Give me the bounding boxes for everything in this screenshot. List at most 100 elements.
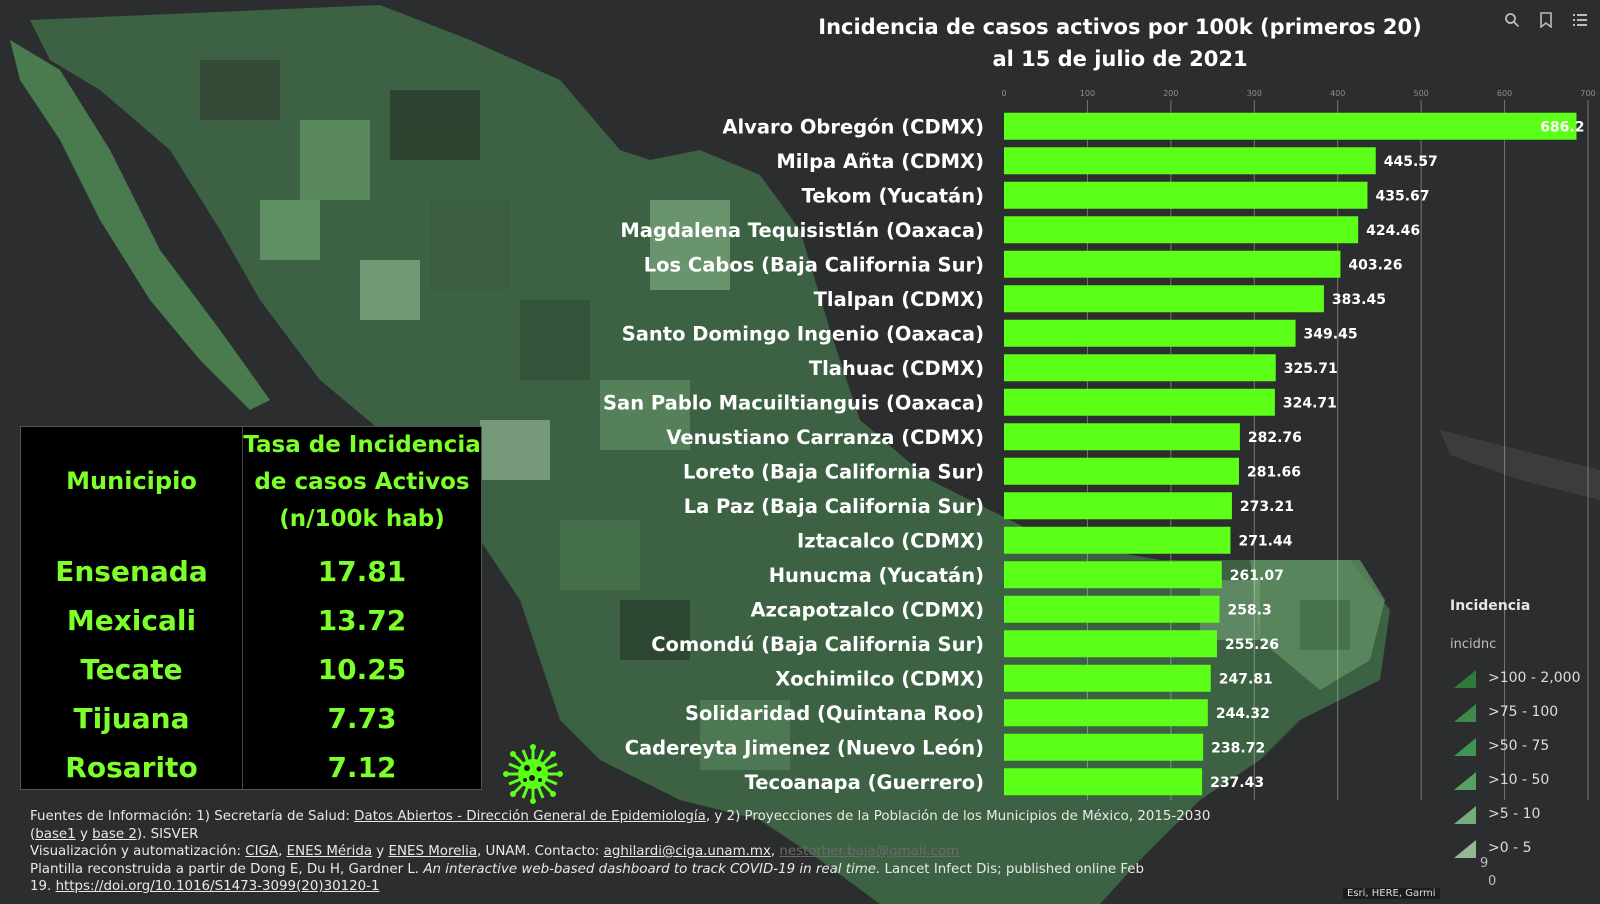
footer-text: Visualización y automatización:	[30, 844, 246, 859]
footer-line-bases: (base1 y base 2). SISVER	[30, 826, 1260, 844]
legend-field: incidnc	[1450, 637, 1497, 652]
category-label: Xochimilco (CDMX)	[775, 667, 984, 690]
footer-text: y	[372, 844, 389, 859]
bar[interactable]	[1004, 492, 1232, 520]
map-cuba	[1440, 430, 1600, 500]
footer-credits: Fuentes de Información: 1) Secretaría de…	[30, 808, 1260, 896]
bar[interactable]	[1004, 526, 1231, 554]
row-municipio: Rosarito	[65, 751, 198, 784]
footer-text: Fuentes de Información: 1) Secretaría de…	[30, 809, 355, 824]
map-attribution[interactable]: Esri, HERE, Garmi	[1343, 888, 1440, 899]
bar[interactable]	[1004, 561, 1222, 589]
bar[interactable]	[1004, 595, 1220, 623]
bar[interactable]	[1004, 423, 1240, 451]
category-label: Iztacalco (CDMX)	[797, 529, 984, 552]
value-label: 258.3	[1227, 602, 1271, 618]
row-tasa: 10.25	[317, 653, 407, 686]
link-base1[interactable]: base1	[35, 826, 76, 842]
legend-label: >10 - 50	[1488, 772, 1550, 788]
legend-item: >0 - 5	[1454, 838, 1600, 862]
category-label: Magdalena Tequisistlán (Oaxaca)	[620, 219, 984, 242]
bar[interactable]	[1004, 250, 1341, 278]
bar[interactable]	[1004, 354, 1276, 382]
legend-swatch-icon	[1454, 738, 1476, 756]
bar[interactable]	[1004, 664, 1211, 692]
bar[interactable]	[1004, 630, 1217, 658]
bar[interactable]	[1004, 768, 1203, 796]
footer-text: , UNAM. Contacto:	[477, 844, 604, 859]
category-label: Tecoanapa (Guerrero)	[745, 771, 984, 794]
bar[interactable]	[1004, 181, 1368, 209]
legend-label: >75 - 100	[1488, 704, 1559, 720]
legend-label: >100 - 2,000	[1488, 670, 1581, 686]
value-label: 237.43	[1210, 775, 1264, 791]
row-municipio: Tecate	[80, 653, 183, 686]
legend-swatch-icon	[1454, 806, 1476, 824]
list-button[interactable]	[1568, 8, 1592, 32]
link-enes-merida[interactable]: ENES Mérida	[286, 844, 373, 859]
legend-swatch-icon	[1454, 772, 1476, 790]
category-label: La Paz (Baja California Sur)	[684, 495, 984, 518]
link-base2[interactable]: base 2	[92, 826, 137, 842]
category-label: Tlalpan (CDMX)	[814, 288, 984, 311]
header-tasa-line2: de casos Activos	[254, 469, 470, 495]
map-legend: Incidencia incidnc >100 - 2,000 >75 - 10…	[1450, 592, 1600, 904]
value-label: 435.67	[1375, 188, 1429, 204]
value-label: 324.71	[1283, 395, 1337, 411]
x-tick-label: 100	[1080, 89, 1095, 98]
category-label: Milpa Añta (CDMX)	[776, 150, 984, 173]
category-label: Azcapotzalco (CDMX)	[750, 598, 984, 621]
row-municipio: Mexicali	[66, 604, 197, 637]
footer-line-doi: 19. https://doi.org/10.1016/S1473-3099(2…	[30, 878, 1260, 896]
chart-title: Incidencia de casos activos por 100k (pr…	[818, 15, 1421, 39]
category-label: Comondú (Baja California Sur)	[651, 633, 984, 656]
link-datos-abiertos[interactable]: Datos Abiertos - Dirección General de Ep…	[354, 809, 706, 824]
legend-item: >5 - 10	[1454, 804, 1600, 828]
category-label: Tekom (Yucatán)	[802, 184, 984, 207]
row-municipio: Tijuana	[73, 702, 190, 735]
bar[interactable]	[1004, 388, 1275, 416]
value-label: 238.72	[1211, 740, 1265, 756]
search-button[interactable]	[1500, 8, 1524, 32]
row-tasa: 7.73	[327, 702, 397, 735]
category-label: Los Cabos (Baja California Sur)	[644, 253, 984, 276]
map-toolbar	[1500, 8, 1592, 32]
bar[interactable]	[1004, 733, 1204, 761]
value-label: 445.57	[1384, 154, 1438, 170]
x-tick-label: 600	[1497, 89, 1512, 98]
bar[interactable]	[1004, 285, 1324, 313]
footer-text: y	[75, 826, 93, 842]
bar[interactable]	[1004, 216, 1359, 244]
legend-item: >75 - 100	[1454, 702, 1600, 726]
x-tick-label: 300	[1247, 89, 1262, 98]
link-enes-morelia[interactable]: ENES Morelia	[388, 844, 478, 859]
bars-group: Alvaro Obregón (CDMX) 686.2 Milpa Añta (CD…	[603, 112, 1584, 796]
legend-label: >0 - 5	[1488, 840, 1532, 856]
bar[interactable]	[1004, 319, 1296, 347]
chart-subtitle: al 15 de julio de 2021	[992, 47, 1247, 71]
legend-item: >10 - 50	[1454, 770, 1600, 794]
link-email[interactable]: aghilardi@ciga.unam.mx	[603, 844, 771, 859]
link-ciga[interactable]: CIGA	[245, 844, 279, 859]
footer-text: Plantilla reconstruida a partir de Dong …	[30, 861, 424, 877]
link-email-2[interactable]: nestorher.baja@gmail.com	[779, 844, 960, 859]
legend-swatch-icon	[1454, 704, 1476, 722]
value-label: 273.21	[1240, 499, 1294, 515]
legend-item: >100 - 2,000	[1454, 668, 1600, 692]
bar[interactable]	[1004, 147, 1376, 175]
value-label: 282.76	[1248, 430, 1302, 446]
footer-text: , y 2) Proyecciones de la Población de l…	[705, 809, 1211, 824]
x-tick-label: 200	[1163, 89, 1178, 98]
bar[interactable]	[1004, 112, 1577, 140]
table-row: Tijuana 7.73	[21, 695, 481, 743]
value-label: 255.26	[1225, 637, 1279, 653]
row-municipio: Ensenada	[55, 555, 208, 588]
link-doi[interactable]: https://doi.org/10.1016/S1473-3099(20)30…	[55, 879, 380, 894]
table-row: Tecate 10.25	[21, 646, 481, 694]
bookmark-button[interactable]	[1534, 8, 1558, 32]
bar[interactable]	[1004, 699, 1208, 727]
legend-extra-9: 9	[1480, 856, 1489, 871]
bar[interactable]	[1004, 457, 1239, 485]
value-label: 244.32	[1216, 706, 1270, 722]
